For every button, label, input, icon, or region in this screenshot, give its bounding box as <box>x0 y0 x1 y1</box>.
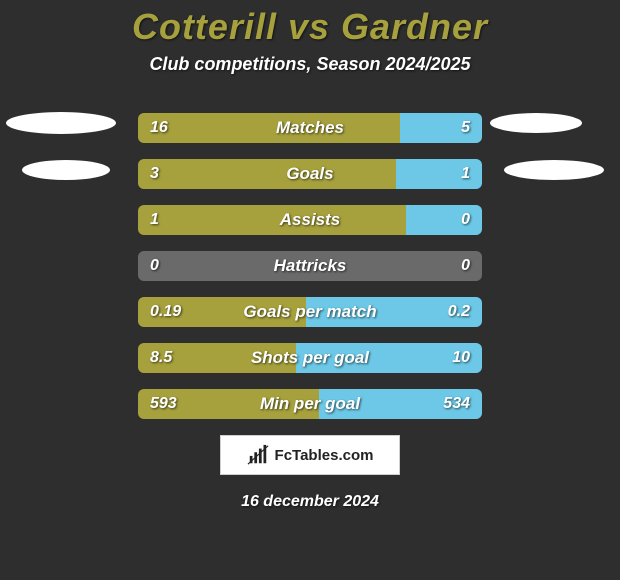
container: Cotterill vs Gardner Club competitions, … <box>0 0 620 580</box>
stat-bar-left <box>138 159 396 189</box>
comparison-chart: 165Matches31Goals10Assists00Hattricks0.1… <box>0 97 620 580</box>
stat-left-value: 0 <box>150 257 159 275</box>
stat-right-value: 1 <box>461 165 470 183</box>
fctables-logo[interactable]: FcTables.com <box>220 435 400 475</box>
player-badge-placeholder <box>22 160 110 180</box>
player-badge-placeholder <box>490 113 582 133</box>
page-subtitle: Club competitions, Season 2024/2025 <box>149 54 470 75</box>
page-title: Cotterill vs Gardner <box>132 6 488 48</box>
stat-label: Hattricks <box>274 256 347 276</box>
stat-left-value: 3 <box>150 165 159 183</box>
stat-right-value: 0 <box>461 211 470 229</box>
stat-bar-row: 31Goals <box>138 159 482 189</box>
stat-left-value: 8.5 <box>150 349 172 367</box>
stat-left-value: 0.19 <box>150 303 181 321</box>
stat-bar-row: 593534Min per goal <box>138 389 482 419</box>
stat-right-value: 10 <box>452 349 470 367</box>
stat-right-value: 534 <box>443 395 470 413</box>
stat-left-value: 1 <box>150 211 159 229</box>
stat-left-value: 593 <box>150 395 177 413</box>
stat-right-value: 0.2 <box>448 303 470 321</box>
stat-bar-right <box>406 205 482 235</box>
stat-right-value: 5 <box>461 119 470 137</box>
bar-chart-icon <box>247 444 269 466</box>
logo-text: FcTables.com <box>275 447 374 464</box>
stat-bar-row: 10Assists <box>138 205 482 235</box>
stat-right-value: 0 <box>461 257 470 275</box>
player-badge-placeholder <box>504 160 604 180</box>
player-badge-placeholder <box>6 112 116 134</box>
stat-bar-left <box>138 205 406 235</box>
snapshot-date: 16 december 2024 <box>241 493 379 511</box>
stat-left-value: 16 <box>150 119 168 137</box>
stat-bar-row: 165Matches <box>138 113 482 143</box>
stat-bar-row: 0 0 Hattricks <box>138 251 482 281</box>
stat-bar-row: 0.190.2Goals per match <box>138 297 482 327</box>
stat-bar-row: 8.510Shots per goal <box>138 343 482 373</box>
stat-bar-left <box>138 113 400 143</box>
